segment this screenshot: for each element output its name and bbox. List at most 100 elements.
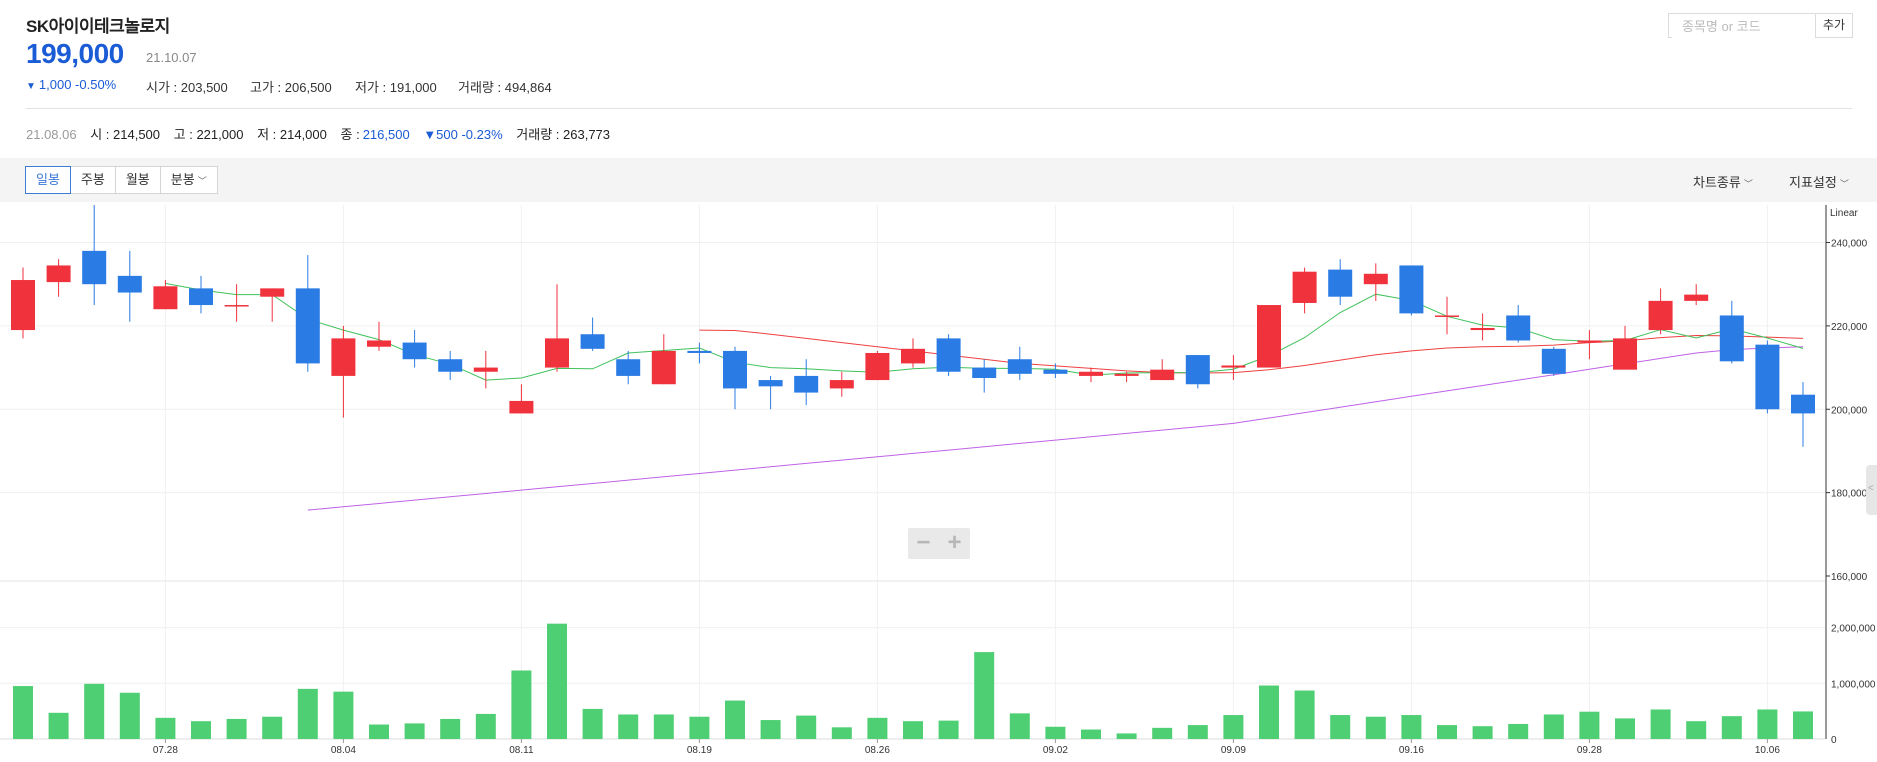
candle (758, 375, 783, 410)
candle (1577, 330, 1602, 360)
volume-bar (191, 721, 211, 739)
candle (224, 284, 249, 322)
price-tick-label: 200,000 (1831, 405, 1868, 416)
candle-body (1791, 394, 1815, 414)
indicator-settings-label: 지표설정 (1789, 175, 1837, 190)
x-tick-label: 09.28 (1577, 745, 1602, 756)
volume-bar (84, 683, 105, 739)
stock-name: SK아이이테크놀로지 (26, 17, 170, 36)
tab-daily[interactable]: 일봉 (25, 166, 71, 194)
volume-bar (1116, 733, 1137, 739)
scale-label: Linear (1830, 208, 1858, 219)
tab-weekly[interactable]: 주봉 (69, 166, 116, 194)
volume-bar (1259, 685, 1279, 739)
x-tick-label: 09.16 (1399, 745, 1424, 756)
search-input[interactable] (1672, 15, 1824, 38)
candle (1185, 355, 1210, 389)
volume-bar (689, 716, 710, 739)
candle (1079, 367, 1103, 383)
candle (865, 350, 890, 381)
zoom-in-button[interactable]: + (947, 529, 962, 556)
chart-type-label: 차트종류 (1693, 175, 1741, 190)
volume-bar (1223, 715, 1244, 739)
price-change-value: 1,000 -0.50% (38, 77, 117, 92)
price-tick-label: 220,000 (1831, 322, 1868, 333)
volume-bar (226, 718, 247, 739)
candle (1043, 363, 1068, 378)
candle (331, 325, 356, 418)
crosshair-volume: 거래량 : 263,773 (516, 127, 611, 142)
candle (1791, 382, 1815, 447)
stock-chart[interactable]: Linear 240,000 220,000 200,000 180,000 160,00… (0, 205, 1877, 762)
volume-bar (1615, 718, 1635, 739)
candle-body (901, 348, 925, 364)
candle-body (331, 338, 356, 376)
volume-bar (796, 715, 817, 739)
volume-bar (867, 717, 888, 739)
volume-bar (1152, 727, 1173, 739)
tab-minute[interactable]: 분봉 ﹀ (159, 166, 218, 194)
candle-body (367, 340, 391, 347)
candle-body (402, 342, 427, 360)
candle-body (545, 338, 569, 368)
candle (117, 250, 142, 322)
crosshair-high: 고 : 221,000 (173, 127, 244, 142)
candle (1328, 259, 1353, 306)
volume-bar (1081, 729, 1101, 739)
add-button[interactable]: 추가 (1815, 13, 1853, 38)
moving-average-lines (165, 282, 1804, 511)
candle-body (1755, 344, 1780, 410)
tab-monthly[interactable]: 월봉 (114, 166, 161, 194)
volume-bar (1187, 725, 1208, 739)
price-tick-label: 180,000 (1831, 489, 1868, 500)
volume-bar (1721, 716, 1742, 739)
candle (1755, 340, 1780, 414)
candle-body (473, 367, 498, 372)
candle-body (1007, 359, 1032, 374)
volume-bar (760, 720, 781, 739)
candle (82, 205, 107, 306)
candle-body (189, 288, 213, 306)
x-tick-label: 08.04 (331, 745, 356, 756)
candle (153, 280, 178, 310)
volume-bar (262, 716, 283, 739)
candle-body (758, 380, 783, 387)
x-tick-label: 09.09 (1221, 745, 1246, 756)
zoom-out-button[interactable]: − (916, 529, 931, 556)
volume-bar (1650, 709, 1671, 739)
candle-body (723, 350, 747, 389)
candle (1613, 325, 1637, 370)
candle-body (509, 400, 534, 414)
candle-body (1577, 340, 1602, 343)
volume-bar (1294, 690, 1315, 739)
period-tabs: 일봉 주봉 월봉 분봉 ﹀ (25, 166, 218, 194)
candle (1648, 288, 1673, 335)
candle (723, 346, 747, 410)
candle (1221, 355, 1246, 381)
volume-bar (547, 623, 567, 739)
open-value: 203,500 (180, 80, 228, 95)
high-label: 고가 (250, 80, 274, 95)
side-panel-toggle[interactable]: < (1866, 465, 1877, 515)
candle-body (1684, 294, 1709, 301)
indicator-settings-menu[interactable]: 지표설정 ﹀ (1789, 172, 1849, 191)
low-value: 191,000 (389, 80, 437, 95)
volume-bar (618, 714, 639, 739)
volume-bar (1009, 713, 1030, 739)
candle-body (1221, 365, 1246, 368)
x-tick-label: 08.19 (687, 745, 712, 756)
open-price: 시가 : 203,500 (146, 80, 228, 95)
crosshair-date: 21.08.06 (26, 127, 77, 142)
candle-body (260, 288, 285, 297)
chart-type-menu[interactable]: 차트종류 ﹀ (1693, 172, 1753, 191)
volume-bar (1508, 723, 1529, 739)
candle-body (46, 265, 71, 283)
candle (1684, 284, 1709, 306)
candle (473, 350, 498, 389)
candle (1292, 267, 1317, 314)
candle-body (11, 280, 35, 331)
volume-bar (903, 721, 923, 739)
chart-axes: Linear 240,000 220,000 200,000 180,000 160,00… (153, 205, 1876, 756)
candle (1719, 300, 1744, 364)
crosshair-low: 저 : 214,000 (257, 127, 327, 142)
